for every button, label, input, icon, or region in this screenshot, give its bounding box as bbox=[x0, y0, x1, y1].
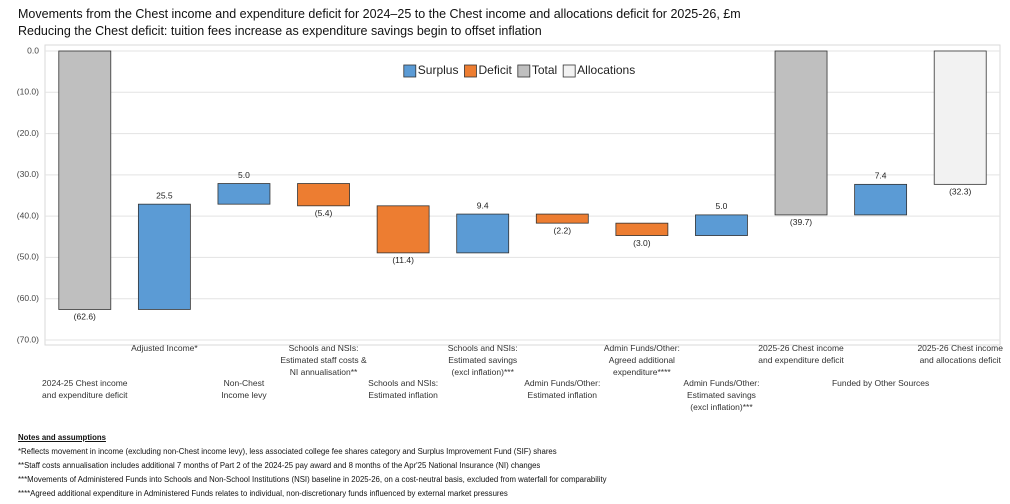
x-tick-label: Admin Funds/Other: Estimated savings (ex… bbox=[683, 378, 760, 412]
x-tick-label: 2024-25 Chest income and expenditure def… bbox=[42, 378, 128, 400]
note: ***Movements of Administered Funds into … bbox=[18, 475, 607, 484]
legend-swatch bbox=[403, 64, 417, 78]
value-label: (5.4) bbox=[315, 208, 333, 218]
bar bbox=[456, 213, 510, 254]
legend-swatch bbox=[517, 64, 531, 78]
y-tick-label: (50.0) bbox=[17, 252, 39, 262]
x-tick-label: Admin Funds/Other: Estimated inflation bbox=[524, 378, 601, 400]
value-label: (32.3) bbox=[949, 187, 971, 197]
chart-title: Movements from the Chest income and expe… bbox=[18, 7, 741, 21]
value-label: 5.0 bbox=[238, 170, 250, 180]
bar bbox=[774, 50, 828, 216]
y-tick-label: (70.0) bbox=[17, 334, 39, 344]
bar bbox=[137, 203, 191, 310]
bar bbox=[854, 183, 908, 216]
x-tick-label: Schools and NSIs: Estimated savings (exc… bbox=[447, 343, 518, 377]
value-label: (39.7) bbox=[790, 217, 812, 227]
y-tick-label: (20.0) bbox=[17, 128, 39, 138]
x-tick-label: Adjusted Income* bbox=[131, 343, 198, 353]
x-tick-label: 2025-26 Chest income and expenditure def… bbox=[758, 343, 844, 365]
bar bbox=[376, 205, 430, 254]
value-label: 25.5 bbox=[156, 190, 173, 200]
x-tick-label: Funded by Other Sources bbox=[831, 378, 930, 388]
value-label: 9.4 bbox=[477, 200, 489, 210]
notes: Notes and assumptions *Reflects movement… bbox=[18, 431, 607, 501]
legend-swatch bbox=[562, 64, 576, 78]
bar bbox=[58, 50, 112, 310]
y-tick-label: (40.0) bbox=[17, 210, 39, 220]
note: **Staff costs annualisation includes add… bbox=[18, 461, 541, 470]
value-label: (11.4) bbox=[392, 255, 414, 265]
bar bbox=[297, 183, 350, 207]
notes-title: Notes and assumptions bbox=[18, 433, 106, 442]
y-tick-label: (60.0) bbox=[17, 293, 39, 303]
x-tick-label: 2025-26 Chest income and allocations def… bbox=[917, 343, 1003, 365]
legend-label: Surplus bbox=[418, 63, 459, 77]
y-tick-label: (30.0) bbox=[17, 169, 39, 179]
y-tick-label: (10.0) bbox=[17, 87, 39, 97]
note: ****Agreed additional expenditure in Adm… bbox=[18, 489, 508, 498]
note: *Reflects movement in income (excluding … bbox=[18, 447, 557, 456]
x-tick-label: Non-Chest Income levy bbox=[221, 378, 267, 400]
x-tick-label: Admin Funds/Other: Agreed additional exp… bbox=[603, 343, 680, 377]
legend-swatch bbox=[464, 64, 477, 78]
legend-label: Deficit bbox=[478, 63, 512, 77]
bar bbox=[217, 183, 271, 205]
bar bbox=[695, 214, 748, 236]
bar bbox=[933, 50, 987, 185]
bar bbox=[535, 213, 589, 224]
plot-frame bbox=[44, 44, 1001, 346]
value-label: 5.0 bbox=[716, 201, 728, 211]
x-tick-label: Schools and NSIs: Estimated staff costs … bbox=[280, 343, 367, 377]
value-label: 7.4 bbox=[875, 171, 887, 181]
chart-subtitle: Reducing the Chest deficit: tuition fees… bbox=[18, 24, 542, 38]
legend: Surplus Deficit Total Allocations bbox=[403, 63, 635, 78]
value-label: (3.0) bbox=[633, 238, 651, 248]
bar bbox=[615, 222, 669, 236]
value-label: (62.6) bbox=[74, 312, 96, 322]
legend-label: Allocations bbox=[577, 63, 635, 77]
legend-label: Total bbox=[532, 63, 557, 77]
value-label: (2.2) bbox=[554, 225, 572, 235]
chart: 0.0 (10.0) (20.0) (30.0) (40.0) (50.0) (60.0) (… bbox=[17, 44, 1001, 346]
x-tick-label: Schools and NSIs: Estimated inflation bbox=[368, 378, 439, 400]
y-tick-label: 0.0 bbox=[27, 45, 39, 55]
